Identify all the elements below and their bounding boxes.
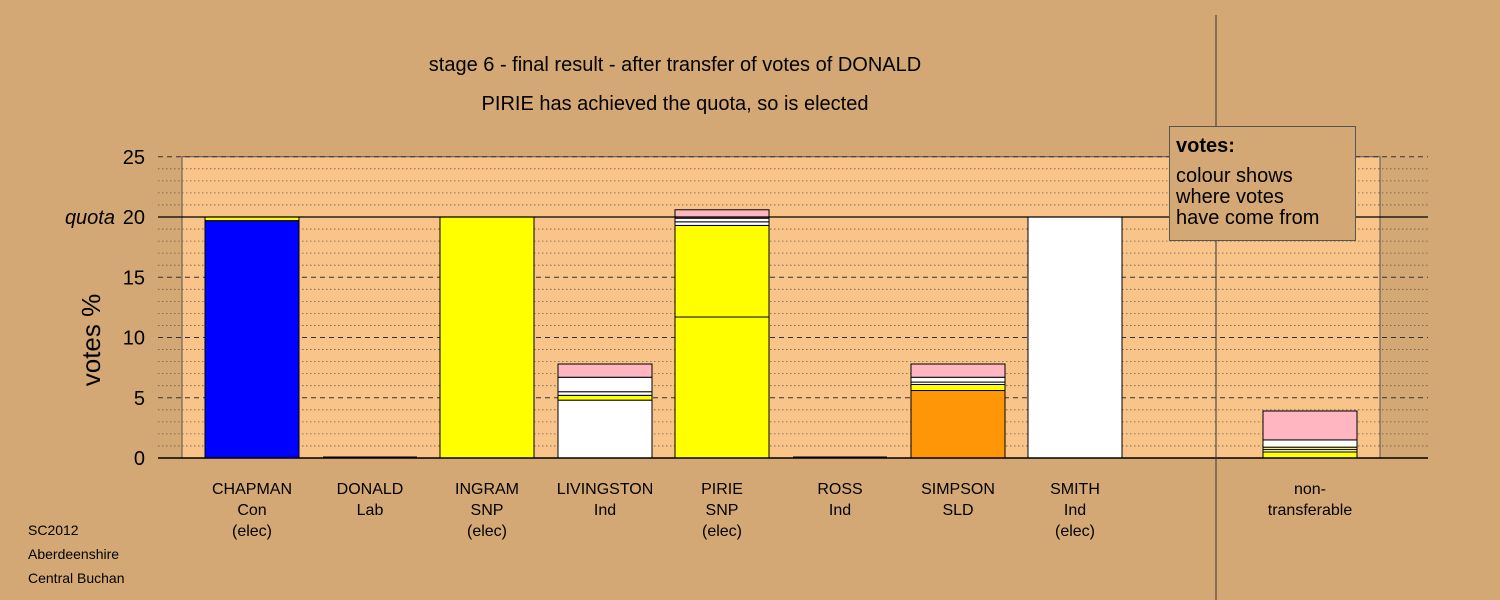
y-axis-label: votes % [76,294,106,387]
candidate-label-chapman: CHAPMAN Con (elec) [182,479,322,542]
bar-livingston-segment [557,376,653,393]
bar-pirie-segment [674,221,770,226]
y-tick-label: 10 [123,328,145,350]
bar-non-transferable-segment [1262,439,1358,448]
bar-simpson-segment [910,390,1006,459]
candidate-label-donald-party: Lab [356,502,384,519]
bar-simpson-segment [910,383,1006,392]
candidate-label-pirie-name: PIRIE [701,481,743,498]
bar-pirie-segment [674,209,770,219]
candidate-label-chapman-status: (elec) [231,523,272,540]
candidate-label-ross-name: ROSS [817,481,863,498]
y-tick-label: 5 [134,388,145,410]
candidate-label-livingston-party: Ind [593,502,617,519]
bar-livingston-segment [557,399,653,459]
bar-ingram-segment [439,216,535,459]
candidate-label-simpson-party: SLD [942,502,974,519]
candidate-label-pirie-party: SNP [705,502,739,519]
candidate-label-chapman-party: Con [237,502,267,519]
non-transferable-label-line: non- [1293,481,1327,498]
quota-label: quota [65,207,115,229]
candidate-label-livingston: LIVINGSTON Ind [535,479,675,521]
chart-subtitle: PIRIE has achieved the quota, so is elec… [481,93,869,115]
bar-pirie-segment [674,316,770,459]
candidate-label-donald: DONALD Lab [300,479,440,521]
candidate-label-ingram-name: INGRAM [455,481,519,498]
bar-simpson-segment [910,363,1006,378]
candidate-label-donald-name: DONALD [336,481,404,498]
bar-pirie-segment [674,217,770,223]
candidate-label-chapman-name: CHAPMAN [211,481,292,498]
legend-box: votes: colour shows where votes have com… [1169,126,1356,241]
bar-livingston-segment [557,391,653,396]
candidate-label-non-transferable: non-transferable [1240,479,1380,521]
candidate-label-smith-party: Ind [1063,502,1087,519]
candidate-label-pirie: PIRIE SNP (elec) [652,479,792,542]
bar-smith-segment [1027,216,1123,459]
chart-title: stage 6 - final result - after transfer … [428,54,922,76]
candidate-label-smith: SMITH Ind (elec) [1005,479,1145,542]
candidate-label-simpson-name: SIMPSON [921,481,995,498]
legend-title: votes: [1176,135,1235,157]
candidate-label-ingram-status: (elec) [466,523,507,540]
bar-livingston-segment [557,363,653,378]
y-tick-label: 25 [123,147,145,169]
y-tick-label: 15 [123,267,145,289]
bar-chapman-segment [204,220,300,459]
bar-layer [204,209,1358,459]
bar-non-transferable-segment [1262,451,1358,459]
bar-pirie-segment [674,224,770,318]
candidate-label-simpson: SIMPSON SLD [888,479,1028,521]
candidate-label-smith-status: (elec) [1054,523,1095,540]
candidate-label-pirie-status: (elec) [701,523,742,540]
non-transferable-label-line: transferable [1267,502,1353,519]
bar-livingston-segment [557,394,653,401]
source-ward: Central Buchan [28,570,125,586]
candidate-label-smith-name: SMITH [1050,481,1100,498]
source-council: Aberdeenshire [28,546,120,562]
candidate-label-ross: ROSS Ind [770,479,910,521]
bar-simpson-segment [910,376,1006,383]
candidate-label-ingram-party: SNP [470,502,504,519]
y-tick-label: 0 [134,448,145,470]
candidate-label-ross-party: Ind [828,502,852,519]
y-tick-label: 20 [123,207,145,229]
bar-non-transferable-segment [1262,410,1358,441]
candidate-label-livingston-name: LIVINGSTON [556,481,654,498]
legend-body: colour shows where votes have come from [1176,165,1320,229]
candidate-label-ingram: INGRAM SNP (elec) [417,479,557,542]
source-election: SC2012 [28,522,79,538]
